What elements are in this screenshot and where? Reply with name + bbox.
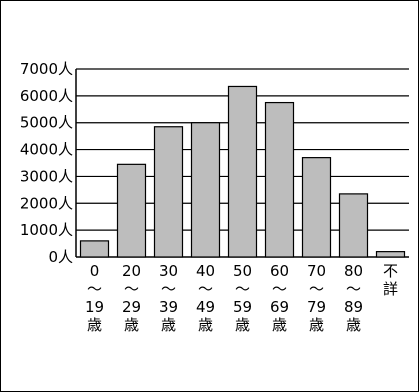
category-label-line: 歳 [272, 316, 287, 334]
category-label-line: 〜 [198, 280, 213, 298]
category-label-line: 〜 [87, 280, 102, 298]
category-label-line: 20 [122, 262, 141, 280]
y-tick-label: 5000人 [20, 114, 73, 132]
bar-1 [116, 163, 147, 258]
category-label-line: 〜 [346, 280, 361, 298]
category-label-0: 0〜19歳 [85, 262, 104, 334]
y-tick-label: 1000人 [20, 221, 73, 239]
bar-6 [301, 157, 332, 258]
y-tick-label: 3000人 [20, 167, 73, 185]
category-label-line: 50 [233, 262, 252, 280]
bar-0 [79, 240, 110, 258]
category-label-3: 40〜49歳 [196, 262, 215, 334]
category-label-line: 歳 [87, 316, 102, 334]
category-label-line: 不 [383, 262, 398, 280]
category-label-line: 60 [270, 262, 289, 280]
category-label-6: 70〜79歳 [307, 262, 326, 334]
category-label-line: 70 [307, 262, 326, 280]
y-tick-label: 4000人 [20, 141, 73, 159]
category-label-line: 69 [270, 298, 289, 316]
category-label-7: 80〜89歳 [344, 262, 363, 334]
category-label-line: 〜 [309, 280, 324, 298]
bar-4 [227, 85, 258, 258]
category-label-line: 〜 [124, 280, 139, 298]
category-label-4: 50〜59歳 [233, 262, 252, 334]
category-label-line: 59 [233, 298, 252, 316]
category-label-line: 〜 [272, 280, 287, 298]
bar-3 [190, 122, 221, 258]
category-label-5: 60〜69歳 [270, 262, 289, 334]
category-label-8: 不詳 [383, 262, 398, 298]
category-label-2: 30〜39歳 [159, 262, 178, 334]
category-label-line: 30 [159, 262, 178, 280]
category-label-line: 40 [196, 262, 215, 280]
category-label-line: 49 [196, 298, 215, 316]
bars [79, 85, 406, 258]
y-tick-label: 6000人 [20, 87, 73, 105]
category-label-line: 0 [90, 262, 100, 280]
category-label-line: 89 [344, 298, 363, 316]
y-axis-tick-labels: 0人 1000人 2000人 3000人 4000人 5000人 6000人 7000人 [20, 60, 73, 266]
category-label-line: 29 [122, 298, 141, 316]
category-label-line: 歳 [124, 316, 139, 334]
category-label-line: 19 [85, 298, 104, 316]
y-tick-label: 2000人 [20, 194, 73, 212]
category-label-line: 詳 [383, 280, 398, 298]
category-label-line: 歳 [198, 316, 213, 334]
category-label-line: 〜 [235, 280, 250, 298]
category-label-line: 歳 [346, 316, 361, 334]
y-tick-label: 0人 [48, 248, 73, 266]
bar-2 [153, 126, 184, 258]
category-label-line: 79 [307, 298, 326, 316]
bar-8 [375, 251, 406, 258]
x-axis-category-labels: 0〜19歳20〜29歳30〜39歳40〜49歳50〜59歳60〜69歳70〜79… [85, 262, 398, 334]
category-label-line: 39 [159, 298, 178, 316]
category-label-line: 歳 [235, 316, 250, 334]
bar-5 [264, 101, 295, 258]
y-tick-label: 7000人 [20, 60, 73, 78]
bar-7 [338, 193, 369, 258]
category-label-line: 〜 [161, 280, 176, 298]
category-label-line: 歳 [309, 316, 324, 334]
category-label-line: 歳 [161, 316, 176, 334]
category-label-line: 80 [344, 262, 363, 280]
category-label-1: 20〜29歳 [122, 262, 141, 334]
